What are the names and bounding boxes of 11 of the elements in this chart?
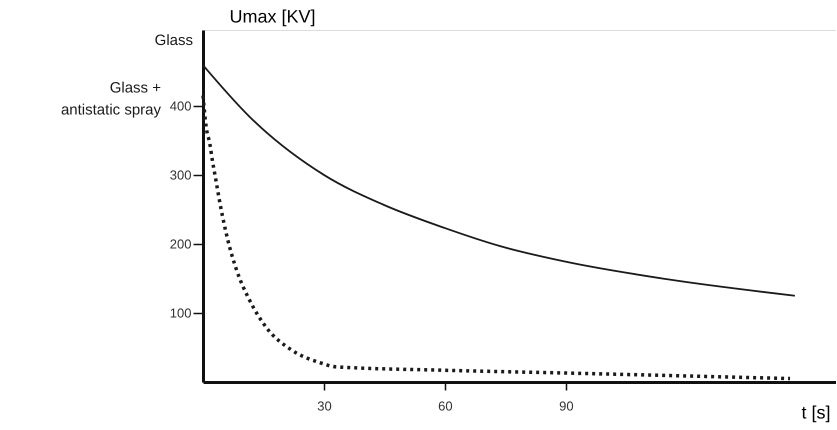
x-tick-label: 30 [317,398,332,414]
text: Glass + antistatic spray [60,80,162,119]
y-tick-label: 100 [170,305,192,320]
y-tick-label: 300 [170,167,192,182]
y-axis-title: Umax [KV] [230,6,316,26]
y-tick-label: 200 [170,236,192,252]
series-label: Glass [154,32,193,50]
x-tick-label: 60 [438,398,453,414]
x-axis-title: t [s] [801,402,830,422]
x-tick-label: 90 [559,398,574,414]
y-tick-label: 400 [170,98,192,114]
